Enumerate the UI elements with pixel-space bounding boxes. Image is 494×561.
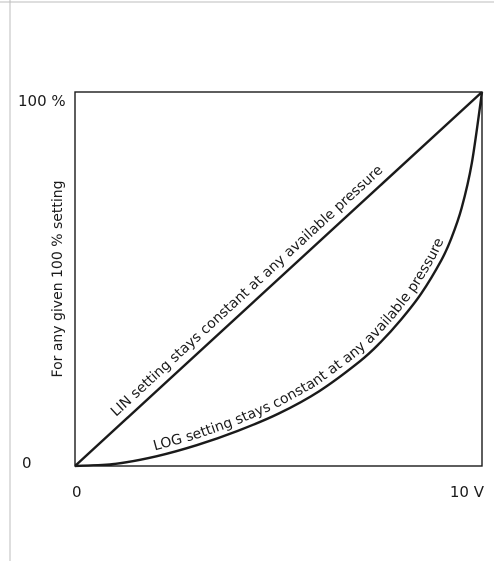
x-tick-label-left: 0: [72, 483, 82, 501]
y-tick-label-top: 100 %: [18, 92, 66, 110]
plot-frame: [74, 91, 483, 467]
y-tick-label-bottom: 0: [22, 454, 32, 472]
lin-series-annotation: LIN setting stays constant at any availa…: [108, 162, 386, 420]
x-tick-label-right: 10 V: [450, 483, 485, 501]
log-series-line: [74, 91, 484, 468]
y-axis-title: For any given 100 % setting: [50, 181, 66, 378]
lin-series-annotation-text: LIN setting stays constant at any availa…: [108, 162, 386, 420]
lin-series-line: [74, 91, 483, 467]
